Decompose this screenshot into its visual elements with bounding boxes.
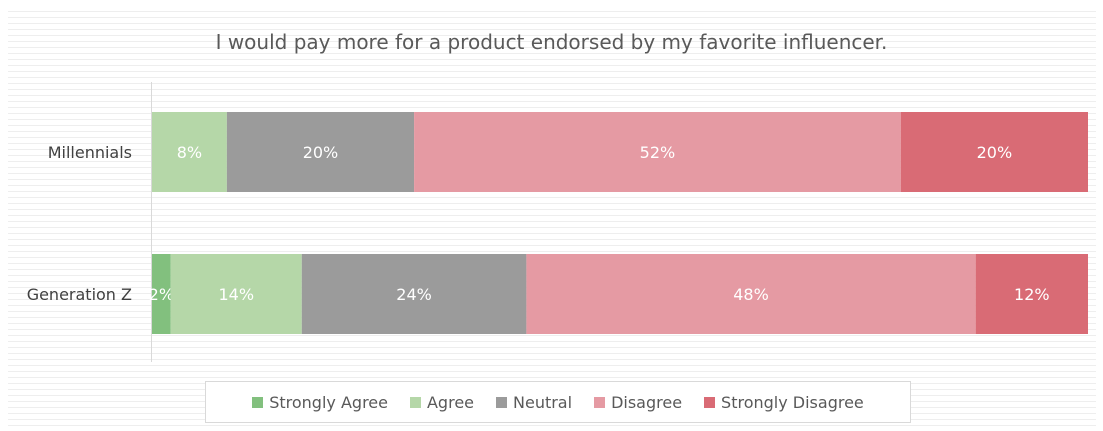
bar-segment: [152, 254, 171, 334]
legend-label: Strongly Agree: [269, 392, 388, 412]
chart-title: I would pay more for a product endorsed …: [215, 30, 888, 54]
data-label: 2%: [149, 285, 174, 304]
data-label: 12%: [1014, 285, 1050, 304]
data-label: 14%: [218, 285, 254, 304]
bar-segment: [226, 112, 415, 192]
legend-label: Agree: [426, 392, 474, 412]
legend-item: Neutral: [496, 393, 572, 412]
bar-segment: [170, 254, 302, 334]
legend-item: Strongly Agree: [252, 393, 388, 412]
legend-swatch: [409, 396, 421, 408]
bar-segment: [414, 112, 901, 192]
category-label: Generation Z: [27, 285, 132, 304]
category-label: Millennials: [48, 143, 132, 162]
legend-swatch: [252, 396, 264, 408]
legend-label: Disagree: [611, 392, 683, 412]
legend-swatch: [496, 396, 507, 408]
data-label: 24%: [396, 285, 432, 304]
data-label: 52%: [640, 143, 676, 162]
legend-label: Strongly Disagree: [721, 392, 864, 412]
legend-label: Neutral: [513, 392, 573, 412]
bar-segment: [900, 112, 1088, 192]
legend-item: Disagree: [594, 393, 682, 412]
bar-segment: [975, 254, 1088, 334]
legend-swatch: [594, 396, 606, 408]
data-label: 8%: [177, 143, 202, 162]
bar-segment: [301, 254, 527, 334]
bar-segment: [152, 112, 227, 192]
legend: Strongly Agree Agree Neutral Disagree Strong…: [205, 381, 911, 423]
legend-item: Agree: [409, 392, 474, 412]
legend-swatch: [704, 396, 716, 408]
bar-segment: [526, 254, 976, 334]
data-label: 20%: [303, 143, 339, 162]
data-label: 48%: [733, 285, 769, 304]
data-label: 20%: [977, 143, 1013, 162]
legend-item: Strongly Disagree: [704, 393, 864, 412]
